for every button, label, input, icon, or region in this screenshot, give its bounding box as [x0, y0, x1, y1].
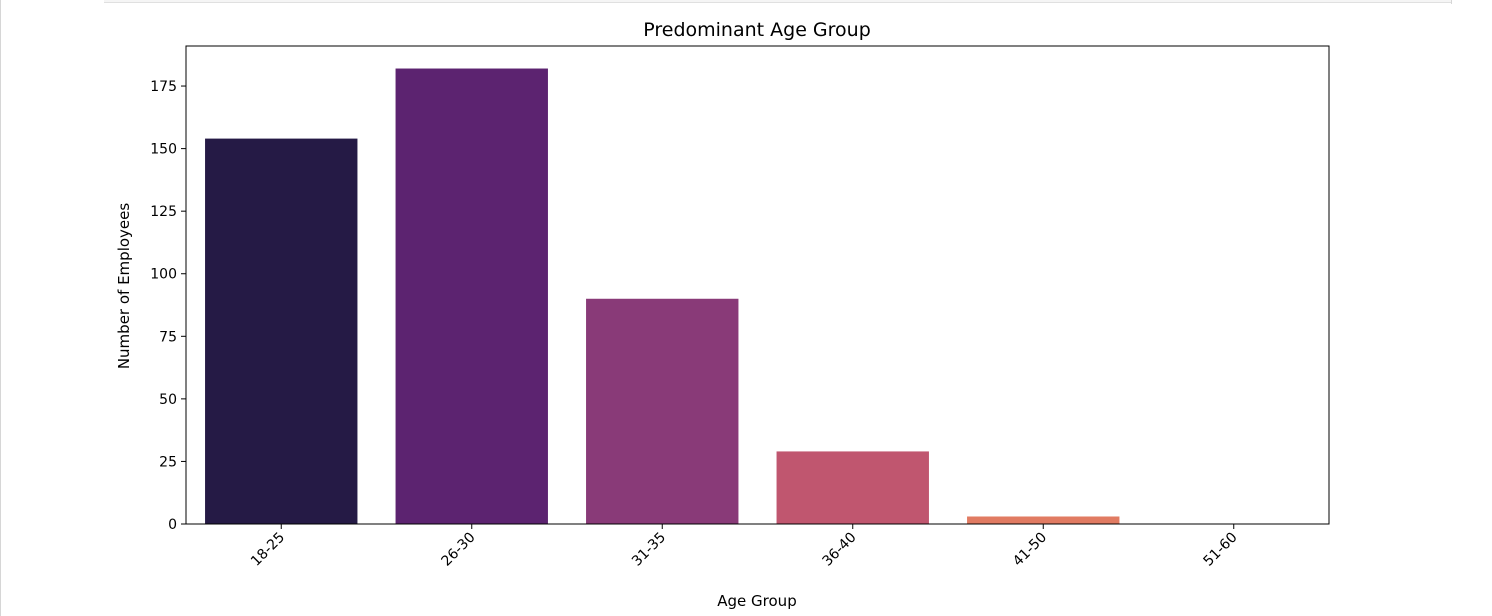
x-tick-label: 18-25: [248, 530, 288, 570]
bar-26-30: [395, 68, 548, 524]
x-tick-label: 51-60: [1200, 530, 1240, 570]
y-axis-label: Number of Employees: [115, 203, 133, 370]
x-tick-label: 36-40: [819, 530, 859, 570]
bar-18-25: [205, 138, 358, 524]
y-ticks-group: 0 25 50 75 100 125 150 175: [150, 79, 186, 533]
x-tick-label: 41-50: [1010, 530, 1050, 570]
x-ticks-group: 18-25 26-30 31-35 36-40 41-50 51-60: [248, 524, 1241, 570]
x-tick-label: 26-30: [438, 530, 478, 570]
bars-group: [205, 68, 1120, 524]
y-tick-label: 150: [150, 142, 177, 158]
chart-title: Predominant Age Group: [643, 19, 871, 41]
cell-right-border: [1451, 0, 1452, 4]
x-tick-label: 31-35: [629, 530, 669, 570]
cell-top-bar: [104, 0, 1452, 3]
x-axis-label: Age Group: [717, 592, 796, 610]
y-tick-label: 175: [150, 79, 177, 95]
y-tick-label: 75: [159, 329, 177, 345]
bar-31-35: [586, 298, 739, 524]
y-tick-label: 25: [159, 454, 177, 470]
cell-left-border: [0, 0, 1, 616]
y-tick-label: 100: [150, 267, 177, 283]
y-tick-label: 0: [168, 517, 177, 533]
bar-41-50: [967, 516, 1120, 524]
y-tick-label: 125: [150, 204, 177, 220]
bar-36-40: [776, 451, 929, 524]
y-tick-label: 50: [159, 392, 177, 408]
plot-area-frame: [185, 45, 1330, 525]
